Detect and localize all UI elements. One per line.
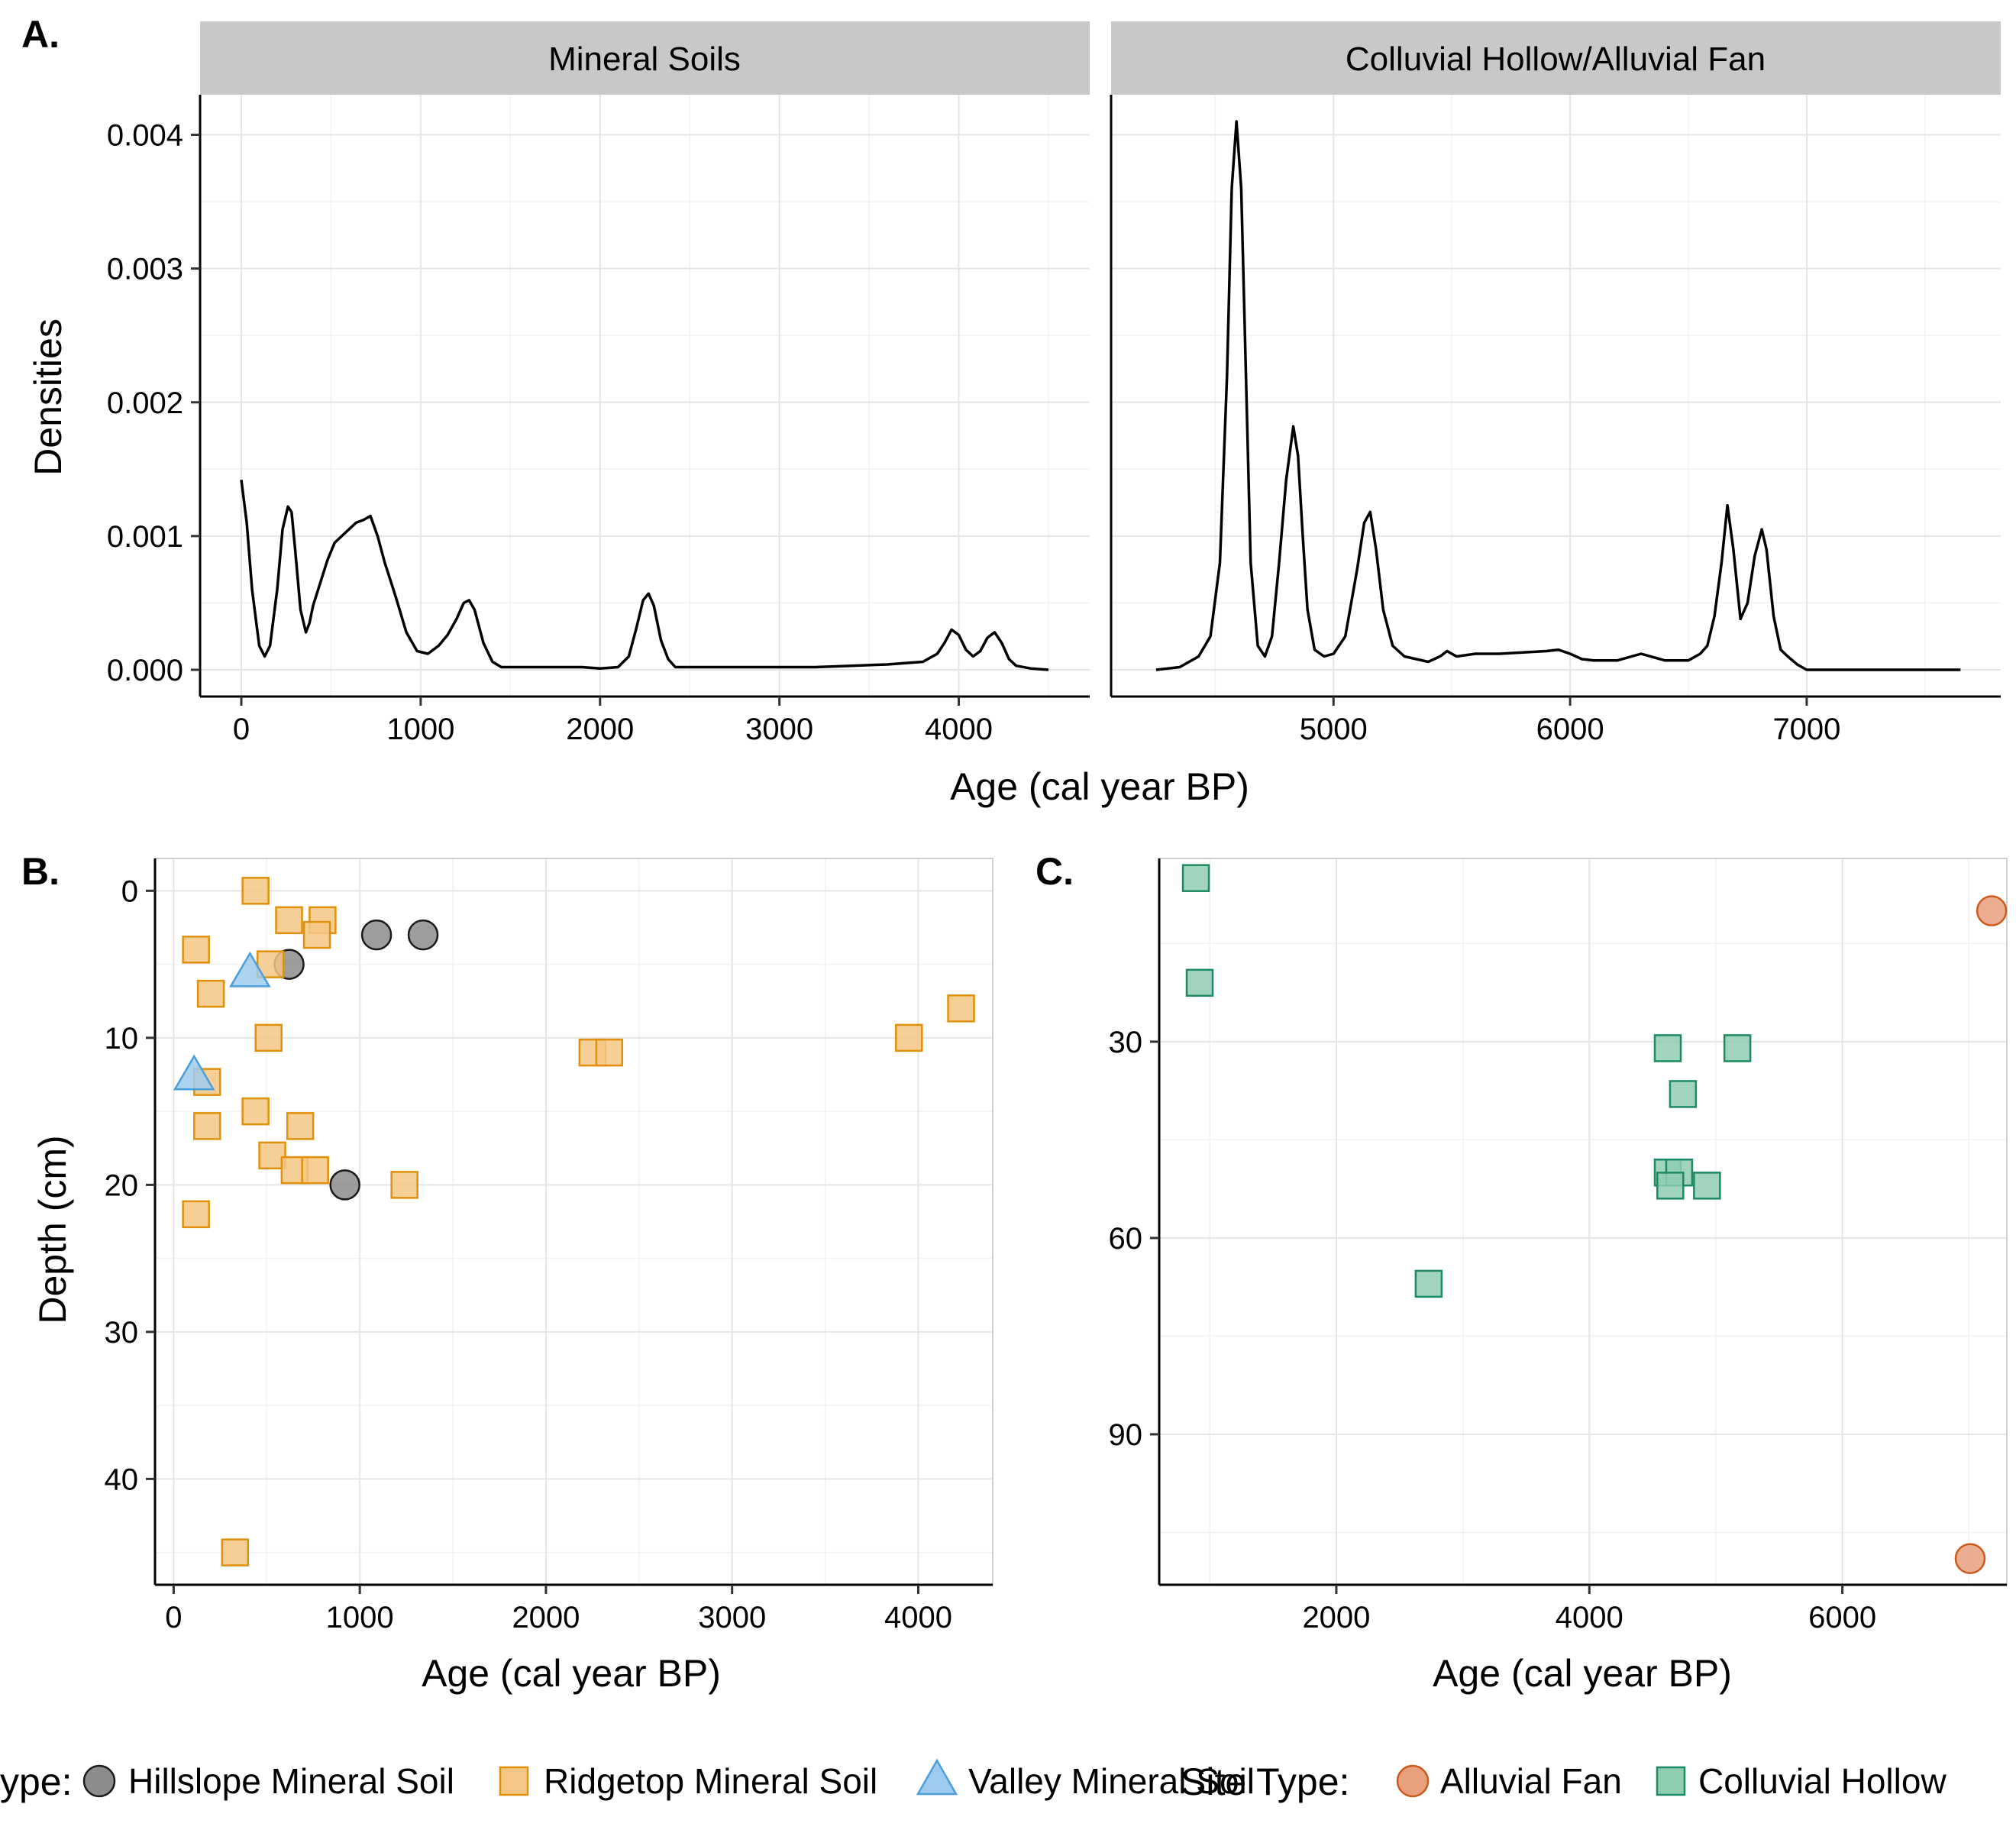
x-tick-label: 2000 (1302, 1601, 1370, 1634)
panel-a-tag: A. (21, 13, 60, 56)
legend-key-hillslope (82, 1764, 116, 1798)
point-ridgetop-mineral-soil (286, 1112, 315, 1140)
y-tick-label: 0.002 (107, 386, 183, 420)
point-ridgetop-mineral-soil (241, 1097, 270, 1126)
point-colluvial-hollow (1185, 968, 1214, 997)
y-tick-label: 10 (105, 1022, 139, 1056)
y-tick-label: 0.001 (107, 520, 183, 554)
x-tick-label: 6000 (1536, 713, 1604, 746)
legend-label-hillslope: Hillslope Mineral Soil (128, 1761, 454, 1801)
point-hillslope-mineral-soil (360, 919, 393, 951)
point-ridgetop-mineral-soil (301, 1156, 329, 1185)
density-line (1155, 120, 1961, 671)
point-ridgetop-mineral-soil (241, 877, 270, 905)
point-ridgetop-mineral-soil (302, 920, 331, 949)
point-alluvial-fan (1954, 1543, 1986, 1574)
legend-key-alluvial-fan (1396, 1764, 1430, 1798)
y-tick-label: 0.000 (107, 654, 183, 687)
point-ridgetop-mineral-soil (221, 1538, 250, 1566)
x-tick-label: 2000 (566, 713, 634, 746)
point-colluvial-hollow (1693, 1172, 1721, 1200)
x-tick-label: 5000 (1300, 713, 1368, 746)
x-tick-label: 0 (233, 713, 250, 746)
x-tick-label: 1000 (386, 713, 454, 746)
y-tick-label: 30 (1109, 1026, 1143, 1059)
legend-label-colluvial-hollow: Colluvial Hollow (1698, 1761, 1947, 1801)
panel-c: C. 2000 4000 6000 30 60 90 Age (cal year BP) (1035, 850, 2008, 1695)
x-tick-label: 0 (165, 1601, 182, 1634)
point-ridgetop-mineral-soil (595, 1038, 624, 1067)
legend-site-type-hollow-fan: Site Type: Alluvial Fan Colluvial Hollow (1181, 1760, 1947, 1803)
panel-a: A. Mineral Soils Colluvial Hollow/Alluvi… (21, 13, 2001, 808)
plot-c: 2000 4000 6000 30 60 90 (1109, 858, 2008, 1634)
legend-label-valley: Valley Mineral Soil (968, 1761, 1255, 1801)
legend-site-type-mineral: ype: Hillslope Mineral Soil Ridgetop Min… (0, 1758, 1255, 1803)
y-tick-label: 20 (105, 1169, 139, 1202)
point-valley-mineral-soil (173, 1054, 215, 1091)
facet-mineral-soils: 0 1000 2000 3000 4000 (199, 95, 1090, 746)
strip-colluvial-alluvial (1111, 21, 2001, 95)
x-tick-label: 3000 (698, 1601, 766, 1634)
panel-b-y-title: Depth (cm) (31, 1135, 74, 1324)
panel-a-y-title: Densities (27, 318, 69, 476)
panel-c-tag: C. (1035, 850, 1074, 893)
panel-b-x-title: Age (cal year BP) (422, 1652, 721, 1695)
y-tick-label: 30 (105, 1316, 139, 1350)
y-tick-label: 0 (121, 874, 138, 908)
y-tick-label: 40 (105, 1463, 139, 1496)
x-tick-label: 3000 (745, 713, 813, 746)
facet-colluvial-alluvial: 5000 6000 7000 (1110, 95, 2001, 746)
panel-a-y-axis: 0.000 0.001 0.002 0.003 0.004 (107, 119, 200, 687)
x-tick-label: 2000 (512, 1601, 580, 1634)
x-tick-label: 4000 (884, 1601, 952, 1634)
point-ridgetop-mineral-soil (193, 1112, 221, 1140)
panel-b: B. 0 1000 2000 3000 4000 0 10 20 30 40 Age (cal y… (21, 850, 993, 1695)
point-valley-mineral-soil (228, 951, 271, 988)
point-ridgetop-mineral-soil (182, 936, 210, 964)
y-tick-label: 90 (1109, 1418, 1143, 1452)
legend-key-ridgetop (499, 1766, 529, 1796)
y-tick-label: 0.003 (107, 253, 183, 286)
point-hillslope-mineral-soil (329, 1169, 360, 1201)
strip-mineral-soils (200, 21, 1090, 95)
point-colluvial-hollow (1723, 1034, 1752, 1062)
strip-label-mineral-soils: Mineral Soils (548, 40, 741, 78)
point-hillslope-mineral-soil (407, 919, 439, 951)
strip-label-colluvial-alluvial: Colluvial Hollow/Alluvial Fan (1346, 40, 1766, 78)
legend-key-colluvial-hollow (1656, 1766, 1686, 1796)
point-colluvial-hollow (1669, 1080, 1698, 1108)
legend-key-valley (916, 1758, 958, 1796)
point-ridgetop-mineral-soil (390, 1171, 418, 1199)
point-colluvial-hollow (1414, 1269, 1443, 1298)
point-ridgetop-mineral-soil (895, 1023, 923, 1052)
legend-left-title: ype: (0, 1760, 73, 1803)
panel-c-x-title: Age (cal year BP) (1433, 1652, 1732, 1695)
y-tick-label: 0.004 (107, 119, 183, 153)
x-tick-label: 7000 (1772, 713, 1840, 746)
x-tick-label: 4000 (925, 713, 993, 746)
legend-label-ridgetop: Ridgetop Mineral Soil (544, 1761, 877, 1801)
x-tick-label: 6000 (1808, 1601, 1876, 1634)
y-tick-label: 60 (1109, 1222, 1143, 1256)
panel-a-x-title: Age (cal year BP) (950, 765, 1249, 808)
point-ridgetop-mineral-soil (254, 1023, 283, 1052)
x-tick-label: 1000 (326, 1601, 394, 1634)
point-ridgetop-mineral-soil (947, 994, 975, 1023)
legend-label-alluvial-fan: Alluvial Fan (1440, 1761, 1622, 1801)
point-colluvial-hollow (1653, 1034, 1682, 1062)
plot-b: 0 1000 2000 3000 4000 0 10 20 30 40 (105, 858, 993, 1634)
point-ridgetop-mineral-soil (275, 906, 303, 935)
point-colluvial-hollow (1656, 1172, 1685, 1200)
density-line (240, 480, 1049, 671)
point-alluvial-fan (1976, 895, 2008, 926)
point-ridgetop-mineral-soil (196, 979, 225, 1008)
panel-b-tag: B. (21, 850, 60, 893)
point-colluvial-hollow (1181, 864, 1210, 892)
x-tick-label: 4000 (1556, 1601, 1623, 1634)
point-ridgetop-mineral-soil (182, 1200, 210, 1229)
legend-right-title: Site Type: (1181, 1760, 1349, 1803)
